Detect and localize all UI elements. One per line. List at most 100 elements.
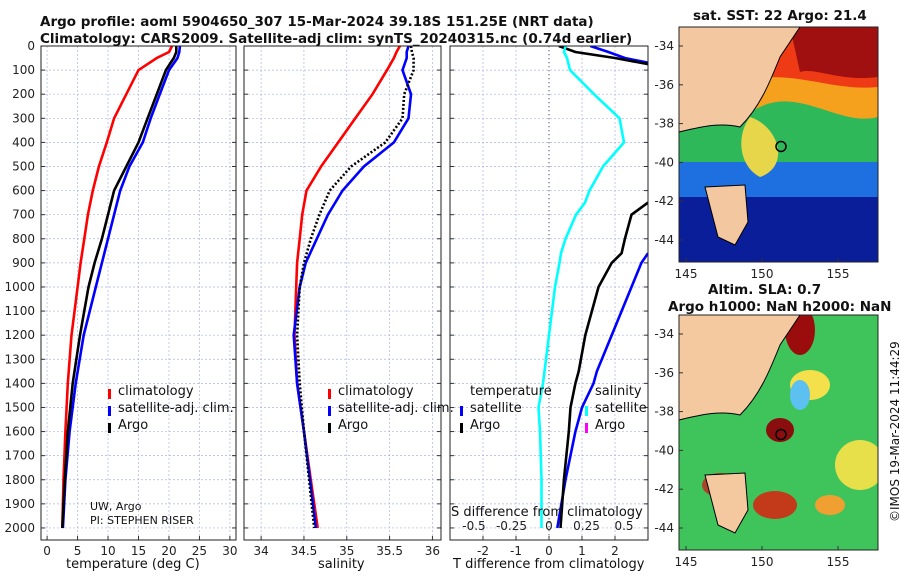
- y-tick-label: 1600: [4, 425, 35, 439]
- lon-tick-label: 155: [827, 555, 850, 569]
- map-frame: [678, 314, 879, 551]
- s-tick-label: 0.5: [614, 519, 633, 533]
- series-line-t-argo: [559, 201, 648, 529]
- lat-tick-label: -36: [654, 366, 674, 380]
- sst-map: -34 -36 -38 -40 -42 -44 145 150 155: [654, 26, 879, 281]
- mainland-australia: [679, 27, 801, 133]
- x-tick-label: 34: [253, 544, 268, 558]
- s-tick-label: 0: [545, 519, 553, 533]
- sst-map-title: sat. SST: 22 Argo: 21.4: [693, 8, 867, 24]
- float-position-marker: [775, 428, 787, 441]
- sla-map-title2: Argo h1000: NaN h2000: NaN: [668, 299, 892, 315]
- y-tick-label: 1100: [4, 304, 35, 318]
- x-tick-label: 0: [545, 544, 553, 558]
- sst-field: [741, 117, 779, 177]
- x-tick-label: 35.5: [376, 544, 403, 558]
- lon-tick-label: 150: [751, 555, 774, 569]
- temperature-xlabel: temperature (deg C): [66, 557, 200, 572]
- lon-tick-label: 150: [751, 267, 774, 281]
- sla-anomaly: [753, 491, 797, 519]
- x-tick-label: 35: [339, 544, 354, 558]
- series-line-satellite-adj-clim-: [292, 46, 413, 529]
- lon-tick-label: 145: [675, 555, 698, 569]
- y-tick-label: 1500: [4, 400, 35, 414]
- y-tick-label: 500: [12, 159, 35, 173]
- legend-satellite: satellite-adj. clim.: [118, 401, 234, 416]
- lon-tick-label: 145: [675, 267, 698, 281]
- lat-tick-label: -44: [654, 233, 674, 247]
- y-tick-label: 0: [27, 39, 35, 53]
- float-position-marker: [775, 140, 787, 153]
- tasmania: [704, 472, 749, 534]
- sst-field: [790, 27, 878, 79]
- x-tick-label: 20: [161, 544, 176, 558]
- series-line-t-argo: [558, 46, 648, 66]
- y-tick-label: 400: [12, 135, 35, 149]
- y-tick-label: 1200: [4, 328, 35, 342]
- difference-xlabel: T difference from climatology: [453, 557, 645, 572]
- y-tick-label: 800: [12, 232, 35, 246]
- legend-swatch: [328, 423, 331, 433]
- x-tick-label: 30: [222, 544, 237, 558]
- legend-swatch: [108, 389, 111, 399]
- lat-tick-label: -34: [654, 39, 674, 53]
- y-tick-label: 1400: [4, 376, 35, 390]
- legend-swatch: [460, 406, 463, 416]
- legend-swatch: [328, 406, 331, 416]
- legend-climatology: climatology: [338, 384, 414, 399]
- x-tick-label: 10: [100, 544, 115, 558]
- sla-anomaly: [835, 440, 878, 490]
- series-line-s-satellite: [537, 46, 626, 528]
- axes-frame: [449, 45, 649, 541]
- legend-t-satellite: satellite: [470, 401, 522, 416]
- x-tick-label: 34.5: [291, 544, 318, 558]
- temperature-profile-panel: 0100200300400500600700800900100011001200…: [4, 39, 237, 558]
- x-tick-label: 25: [192, 544, 207, 558]
- y-tick-label: 900: [12, 256, 35, 270]
- series-line-climatology: [61, 46, 174, 529]
- salinity-xlabel: salinity: [318, 557, 365, 572]
- series-line-satellite-adj-clim-: [61, 46, 182, 529]
- y-tick-label: 700: [12, 208, 35, 222]
- legend-swatch: [460, 423, 463, 433]
- y-tick-label: 1000: [4, 280, 35, 294]
- lat-tick-label: -34: [654, 327, 674, 341]
- lon-tick-label: 155: [827, 267, 850, 281]
- axes-frame: [243, 45, 442, 541]
- s-difference-label: S difference from climatology: [451, 505, 643, 520]
- s-tick-label: 0.25: [573, 519, 600, 533]
- x-tick-label: -2: [477, 544, 489, 558]
- legend-salinity-title: salinity: [595, 384, 642, 399]
- legend-swatch: [108, 406, 111, 416]
- x-tick-label: 36: [425, 544, 440, 558]
- legend-swatch: [585, 423, 588, 433]
- y-tick-label: 1900: [4, 497, 35, 511]
- x-tick-label: 0: [43, 544, 51, 558]
- lat-tick-label: -36: [654, 78, 674, 92]
- lat-tick-label: -40: [654, 155, 674, 169]
- series-line-t-satellite: [556, 252, 648, 529]
- x-tick-label: 5: [74, 544, 82, 558]
- map-layer: [679, 27, 878, 262]
- sla-anomaly: [790, 380, 810, 410]
- y-tick-label: 1800: [4, 473, 35, 487]
- legend-satellite: satellite-adj. clim.: [338, 401, 454, 416]
- legend-swatch: [108, 423, 111, 433]
- y-tick-label: 200: [12, 87, 35, 101]
- series-line-t-satellite: [589, 46, 648, 65]
- x-tick-label: -1: [510, 544, 522, 558]
- lat-tick-label: -40: [654, 443, 674, 457]
- figure-title-line2: Climatology: CARS2009. Satellite-adj cli…: [40, 31, 633, 47]
- x-tick-label: 2: [611, 544, 619, 558]
- sla-map: -34 -36 -38 -40 -42 -44 145 150 155: [654, 314, 879, 569]
- legend-swatch: [585, 406, 588, 416]
- x-tick-label: 15: [131, 544, 146, 558]
- y-tick-label: 2000: [4, 521, 35, 535]
- lat-tick-label: -42: [654, 482, 674, 496]
- y-tick-label: 100: [12, 63, 35, 77]
- y-tick-label: 1300: [4, 352, 35, 366]
- axes-frame: [40, 45, 237, 541]
- legend-argo: Argo: [118, 418, 149, 433]
- lat-tick-label: -38: [654, 405, 674, 419]
